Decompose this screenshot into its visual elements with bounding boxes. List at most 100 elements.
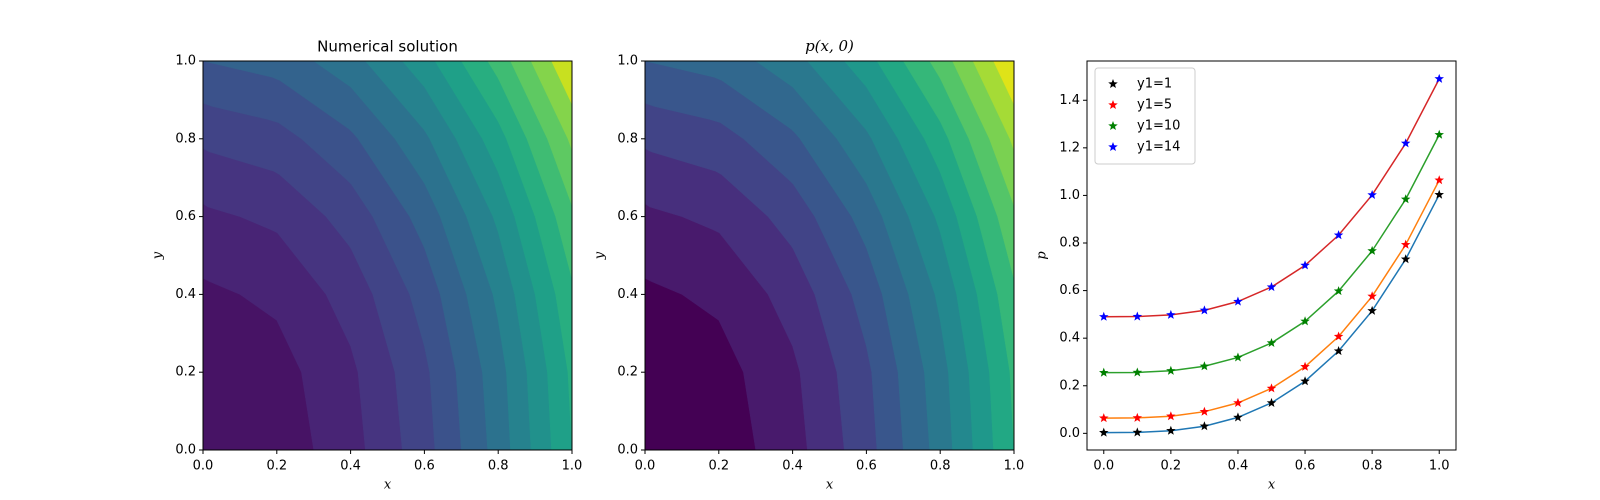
star-marker bbox=[1266, 282, 1277, 292]
legend-label: y1=5 bbox=[1137, 98, 1172, 113]
star-marker bbox=[1367, 189, 1377, 199]
x-axis-label: x bbox=[826, 478, 834, 493]
contour-bands bbox=[645, 61, 1014, 450]
x-tick-label: 0.8 bbox=[1362, 459, 1383, 474]
contour-band bbox=[530, 61, 572, 450]
star-marker bbox=[1300, 376, 1310, 386]
x-tick-label: 0.6 bbox=[414, 459, 435, 474]
y-tick-label: 0.0 bbox=[617, 443, 638, 458]
y-tick-label: 0.8 bbox=[1059, 236, 1080, 251]
star-marker bbox=[1199, 305, 1210, 315]
star-marker bbox=[1367, 245, 1377, 255]
star-marker bbox=[1333, 230, 1344, 240]
y-tick-label: 0.8 bbox=[617, 131, 638, 146]
x-tick-label: 0.2 bbox=[708, 459, 729, 474]
star-marker bbox=[1333, 346, 1344, 356]
star-marker bbox=[1300, 316, 1310, 326]
y-tick-label: 0.0 bbox=[1059, 426, 1080, 441]
axes-frame bbox=[1086, 60, 1457, 451]
x-tick-label: 1.0 bbox=[1004, 459, 1025, 474]
contour-band bbox=[551, 61, 572, 450]
star-marker bbox=[1199, 421, 1210, 431]
star-marker bbox=[1367, 291, 1377, 301]
star-marker bbox=[1132, 412, 1143, 422]
star-marker bbox=[1266, 397, 1277, 407]
x-tick-label: 1.0 bbox=[1429, 459, 1450, 474]
legend-label: y1=14 bbox=[1137, 140, 1180, 155]
contour-band bbox=[993, 61, 1014, 450]
x-tick-label: 1.0 bbox=[562, 459, 583, 474]
y-tick-label: 0.6 bbox=[1059, 283, 1080, 298]
star-marker bbox=[1099, 311, 1109, 321]
star-marker bbox=[1166, 425, 1176, 435]
star-marker bbox=[1434, 129, 1444, 139]
x-tick-label: 0.0 bbox=[193, 459, 214, 474]
star-marker bbox=[1266, 383, 1277, 393]
chart-title: Numerical solution bbox=[317, 38, 458, 56]
y-tick-label: 0.0 bbox=[175, 443, 196, 458]
y-tick-label: 0.2 bbox=[175, 365, 196, 380]
star-marker bbox=[1400, 239, 1411, 249]
y-axis-label: p bbox=[1035, 251, 1050, 260]
contour-band bbox=[510, 61, 572, 450]
contour-band bbox=[972, 61, 1014, 450]
series-line bbox=[1103, 179, 1440, 419]
y-tick-label: 0.2 bbox=[617, 365, 638, 380]
star-marker bbox=[1333, 331, 1344, 341]
legend-marker bbox=[1108, 100, 1118, 110]
star-marker bbox=[1333, 286, 1344, 296]
y-axis-label: y bbox=[151, 251, 166, 260]
x-tick-label: 0.8 bbox=[488, 459, 509, 474]
series-line bbox=[1103, 194, 1440, 434]
contour-bands bbox=[203, 61, 572, 450]
legend-marker bbox=[1108, 79, 1118, 89]
star-marker bbox=[1199, 361, 1210, 371]
star-marker bbox=[1132, 427, 1143, 437]
star-marker bbox=[1400, 138, 1411, 148]
y-tick-label: 0.4 bbox=[1059, 331, 1080, 346]
x-tick-label: 0.8 bbox=[930, 459, 951, 474]
y-tick-label: 1.0 bbox=[617, 54, 638, 69]
x-axis-label: x bbox=[384, 478, 392, 493]
x-tick-label: 0.4 bbox=[1228, 459, 1249, 474]
legend-label: y1=10 bbox=[1137, 119, 1180, 134]
star-marker bbox=[1199, 406, 1210, 416]
x-tick-label: 0.6 bbox=[856, 459, 877, 474]
star-marker bbox=[1434, 175, 1444, 185]
star-marker bbox=[1132, 367, 1143, 377]
legend-marker bbox=[1108, 121, 1118, 131]
contour-band bbox=[929, 61, 1014, 450]
star-marker bbox=[1300, 361, 1310, 371]
star-marker bbox=[1166, 309, 1176, 319]
star-marker bbox=[1099, 367, 1109, 377]
y-tick-label: 0.6 bbox=[175, 209, 196, 224]
y-tick-label: 1.4 bbox=[1059, 93, 1080, 108]
legend-box bbox=[1094, 67, 1196, 165]
star-marker bbox=[1233, 352, 1243, 362]
axes-frame bbox=[644, 60, 1015, 451]
x-tick-label: 0.6 bbox=[1295, 459, 1316, 474]
contour-band bbox=[952, 61, 1014, 450]
x-tick-label: 0.4 bbox=[782, 459, 803, 474]
y-tick-label: 0.2 bbox=[1059, 378, 1080, 393]
y-tick-label: 0.6 bbox=[617, 209, 638, 224]
chart-title: p(x, 0) bbox=[805, 37, 854, 55]
y-tick-label: 0.4 bbox=[617, 287, 638, 302]
star-marker bbox=[1099, 427, 1109, 437]
star-marker bbox=[1400, 194, 1411, 204]
y-tick-label: 1.2 bbox=[1059, 140, 1080, 155]
y-tick-label: 1.0 bbox=[175, 54, 196, 69]
y-tick-label: 0.4 bbox=[175, 287, 196, 302]
contour-band bbox=[487, 61, 572, 450]
axes-frame bbox=[202, 60, 573, 451]
star-marker bbox=[1434, 73, 1444, 83]
x-tick-label: 0.0 bbox=[1093, 459, 1114, 474]
star-marker bbox=[1166, 365, 1176, 375]
x-tick-label: 0.0 bbox=[635, 459, 656, 474]
legend-marker bbox=[1108, 142, 1118, 152]
star-marker bbox=[1233, 296, 1243, 306]
star-marker bbox=[1166, 411, 1176, 421]
x-tick-label: 0.2 bbox=[1161, 459, 1182, 474]
star-marker bbox=[1300, 260, 1310, 270]
